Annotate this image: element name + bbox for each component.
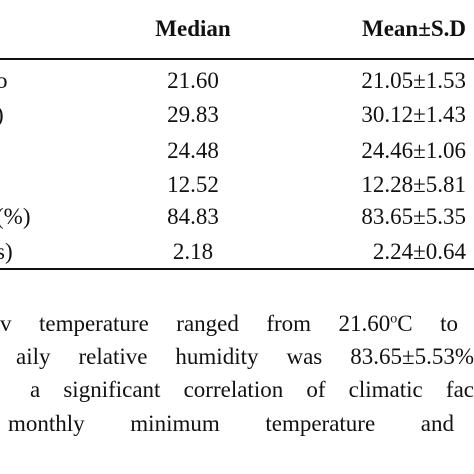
table-cell: 12.28±5.81	[361, 172, 466, 197]
paragraph-line: a significant correlation of climatic fa…	[30, 377, 474, 402]
table-cell: 84.83	[167, 204, 219, 229]
paragraph-line: v temperature ranged from 21.60oC to	[0, 312, 458, 335]
table-cell: 2.24±0.64	[372, 239, 466, 264]
superscript: o	[390, 311, 398, 327]
table-cell: 2.18	[172, 239, 214, 264]
table-cell: 30.12±1.43	[361, 102, 466, 127]
paragraph-line: aily relative humidity was 83.65±5.53%	[16, 344, 474, 369]
text: C to	[397, 311, 459, 336]
bottom-rule	[0, 268, 474, 270]
table-cell: 29.83	[167, 102, 219, 127]
table-cell: (%)	[0, 204, 31, 229]
table-cell: s)	[0, 239, 13, 264]
text: v temperature ranged from 21.60	[0, 311, 391, 336]
table-cell: 21.05±1.53	[361, 68, 466, 93]
table-cell: 24.48	[167, 138, 219, 163]
table-cell: 24.46±1.06	[361, 138, 466, 163]
header-cell: Mean±S.D	[362, 16, 466, 41]
table-cell: 12.52	[167, 172, 219, 197]
table-cell: 21.60	[167, 68, 219, 93]
table-cell: o	[0, 68, 8, 93]
table-cell: )	[0, 103, 4, 126]
paragraph-line: monthly minimum temperature and	[8, 411, 454, 436]
table-cell: 83.65±5.35	[361, 204, 466, 229]
header-rule	[0, 58, 474, 60]
header-cell: Median	[155, 16, 231, 41]
